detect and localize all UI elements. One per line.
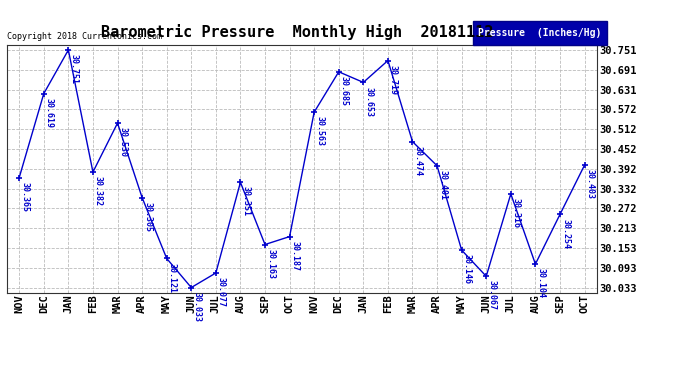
Text: 30.365: 30.365 [20, 182, 29, 212]
Text: Copyright 2018 Currentonics.com: Copyright 2018 Currentonics.com [7, 32, 162, 41]
Text: 30.474: 30.474 [413, 146, 422, 176]
Text: 30.653: 30.653 [364, 87, 373, 117]
Text: 30.619: 30.619 [45, 98, 54, 128]
Text: 30.067: 30.067 [487, 280, 496, 310]
Text: 30.077: 30.077 [217, 277, 226, 307]
Text: 30.316: 30.316 [512, 198, 521, 228]
Text: 30.163: 30.163 [266, 249, 275, 279]
Text: 30.530: 30.530 [119, 127, 128, 157]
Text: Barometric Pressure  Monthly High  20181112: Barometric Pressure Monthly High 2018111… [101, 24, 493, 40]
Text: 30.254: 30.254 [561, 219, 570, 249]
Text: 30.104: 30.104 [536, 268, 546, 298]
Text: 30.146: 30.146 [463, 254, 472, 284]
Text: 30.033: 30.033 [193, 292, 201, 322]
Text: 30.121: 30.121 [168, 262, 177, 292]
Text: 30.401: 30.401 [438, 170, 447, 200]
Text: 30.751: 30.751 [70, 54, 79, 84]
Text: Pressure  (Inches/Hg): Pressure (Inches/Hg) [478, 28, 602, 38]
Text: 30.563: 30.563 [315, 116, 324, 146]
Text: 30.382: 30.382 [94, 176, 103, 206]
Text: 30.351: 30.351 [241, 186, 250, 216]
Text: 30.685: 30.685 [339, 76, 349, 106]
Text: 30.403: 30.403 [586, 169, 595, 199]
Text: 30.305: 30.305 [143, 202, 152, 232]
Text: 30.187: 30.187 [290, 241, 299, 271]
Text: 30.719: 30.719 [389, 65, 398, 95]
